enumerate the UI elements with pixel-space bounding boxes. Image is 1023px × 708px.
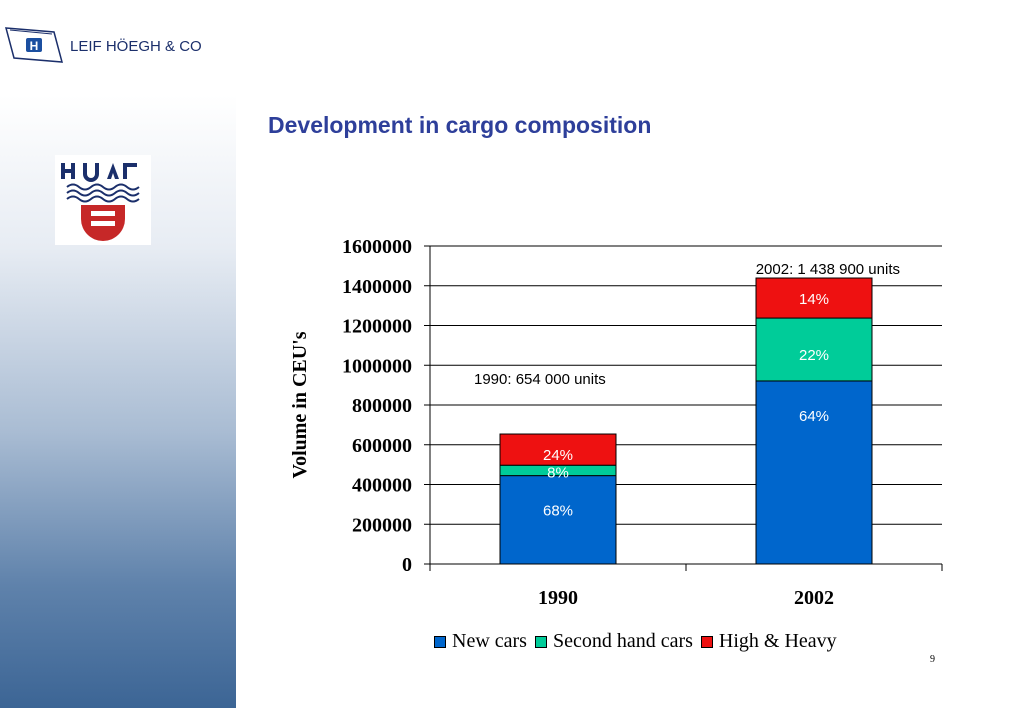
y-tick-label: 1200000 [342, 316, 412, 338]
page-number: 9 [930, 654, 935, 665]
annotation-label: 1990: 654 000 units [474, 371, 606, 388]
legend-label: High & Heavy [718, 630, 837, 652]
y-axis-label: Volume in CEU's [289, 331, 311, 478]
flag-logo-icon: H [5, 27, 63, 63]
segment-label: 8% [547, 465, 569, 482]
legend-swatch-high-heavy [700, 635, 713, 648]
hual-emblem-icon [55, 155, 151, 245]
legend: New cars Second hand cars High & Heavy [434, 630, 845, 653]
bar-segment [499, 475, 617, 565]
legend-label: Second hand cars [552, 630, 693, 652]
slide-title: Development in cargo composition [268, 112, 652, 138]
legend-swatch-new-cars [434, 635, 446, 648]
legend-item-new-cars: New cars [434, 630, 527, 653]
annotations: 1990: 654 000 units 2002: 1 438 900 units [474, 261, 900, 388]
y-tick-label: 1600000 [342, 236, 412, 258]
segment-label: 14% [799, 291, 829, 308]
brand-name: LEIF HÖEGH & CO [70, 38, 202, 55]
segment-label: 68% [543, 503, 573, 520]
annotation-label: 2002: 1 438 900 units [756, 261, 900, 278]
x-tick-label: 1990 [538, 587, 578, 609]
y-tick-labels: 0 200000 400000 600000 800000 1000000 1200000 1… [342, 236, 412, 576]
segment-label: 64% [799, 408, 829, 425]
legend-item-second-hand-cars: Second hand cars [534, 630, 693, 653]
y-tick-label: 800000 [352, 395, 412, 417]
axes [429, 246, 943, 571]
y-tick-label: 1000000 [342, 355, 412, 377]
legend-item-high-heavy: High & Heavy [700, 630, 837, 653]
segment-labels: 68% 8%24% 64% 22% 14% [543, 291, 829, 520]
x-tick-labels: 1990 2002 [538, 587, 834, 609]
y-tick-label: 200000 [352, 514, 412, 536]
y-tick-label: 400000 [352, 475, 412, 497]
legend-swatch-second-hand-cars [534, 635, 547, 648]
svg-text:H: H [30, 39, 39, 53]
x-tick-label: 2002 [794, 587, 834, 609]
y-tick-label: 0 [402, 554, 412, 576]
bar-segment [499, 433, 617, 466]
bar-segment [755, 277, 873, 319]
y-tick-label: 1400000 [342, 276, 412, 298]
segment-label: 24% [543, 447, 573, 464]
y-tick-label: 600000 [352, 435, 412, 457]
segment-label: 22% [799, 347, 829, 364]
legend-label: New cars [452, 630, 527, 652]
